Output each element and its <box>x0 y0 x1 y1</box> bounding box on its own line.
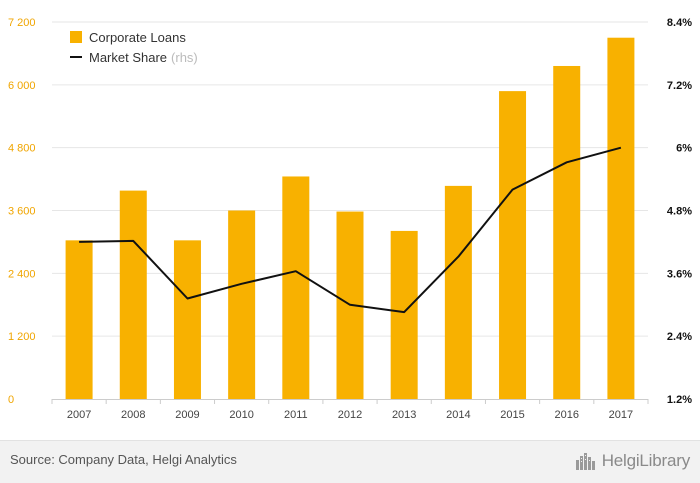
bars <box>65 37 635 399</box>
left-axis-tick-label: 3 600 <box>8 206 36 218</box>
right-axis-tick-label: 2.4% <box>667 331 692 343</box>
right-axis-tick-label: 6% <box>676 143 692 155</box>
right-axis-tick-label: 7.2% <box>667 80 692 92</box>
bar-corporate-loans <box>119 190 147 399</box>
x-axis-tick-label: 2010 <box>229 409 253 421</box>
market-share-line <box>79 146 622 314</box>
bar-corporate-loans <box>390 230 418 399</box>
city-skyline-icon <box>575 453 595 470</box>
legend-label-market-share: Market Share <box>89 49 168 65</box>
x-axis-tick-label: 2016 <box>554 409 578 421</box>
footer: Source: Company Data, Helgi Analytics He… <box>0 440 700 483</box>
x-axis-tick-label: 2017 <box>609 409 633 421</box>
left-axis-tick-label: 4 800 <box>8 143 36 155</box>
x-axis-tick-label: 2013 <box>392 409 416 421</box>
bar-corporate-loans <box>65 240 93 399</box>
right-axis-tick-label: 1.2% <box>667 394 692 406</box>
legend-label-corporate-loans: Corporate Loans <box>89 29 186 45</box>
legend-swatch-bars <box>70 31 82 43</box>
bar-corporate-loans <box>553 65 581 399</box>
x-axis-tick-label: 2008 <box>121 409 145 421</box>
bar-corporate-loans <box>444 185 472 399</box>
left-axis-tick-label: 6 000 <box>8 80 36 92</box>
right-axis-tick-label: 3.6% <box>667 268 692 280</box>
source-text: Source: Company Data, Helgi Analytics <box>10 452 237 467</box>
left-axis-tick-label: 1 200 <box>8 331 36 343</box>
gridlines <box>52 21 648 337</box>
brand-logo[interactable]: HelgiLibrary <box>575 450 690 472</box>
bar-corporate-loans <box>607 37 635 399</box>
right-axis-tick-label: 8.4% <box>667 17 692 29</box>
left-axis-tick-label: 2 400 <box>8 268 36 280</box>
legend-rhs-note: (rhs) <box>171 49 198 65</box>
brand-name: HelgiLibrary <box>601 451 691 470</box>
legend-swatch-line <box>70 56 82 58</box>
legend: Corporate Loans Market Share (rhs) <box>70 27 198 67</box>
legend-item-corporate-loans[interactable]: Corporate Loans <box>70 27 198 47</box>
legend-item-market-share[interactable]: Market Share (rhs) <box>70 47 198 67</box>
market-share-line-group <box>79 146 622 314</box>
x-axis-tick-label: 2009 <box>175 409 199 421</box>
left-axis-tick-label: 7 200 <box>8 17 36 29</box>
bar-corporate-loans <box>499 91 527 399</box>
x-axis-tick-label: 2011 <box>284 409 308 421</box>
left-axis-tick-label: 0 <box>8 394 14 406</box>
x-axis-tick-label: 2014 <box>446 409 470 421</box>
bar-corporate-loans <box>282 176 310 399</box>
right-axis-tick-label: 4.8% <box>667 206 692 218</box>
x-axis-tick-label: 2015 <box>500 409 524 421</box>
axes: 0 1.2% 1 200 2.4% 2 400 3.6% 3 600 4.8% 4 800 6% 6… <box>8 17 692 421</box>
x-axis-tick-label: 2007 <box>67 409 91 421</box>
bar-corporate-loans <box>228 210 256 399</box>
x-axis-tick-label: 2012 <box>338 409 362 421</box>
chart: 0 1.2% 1 200 2.4% 2 400 3.6% 3 600 4.8% 4 800 6% 6… <box>8 17 692 421</box>
bar-corporate-loans <box>173 240 201 399</box>
